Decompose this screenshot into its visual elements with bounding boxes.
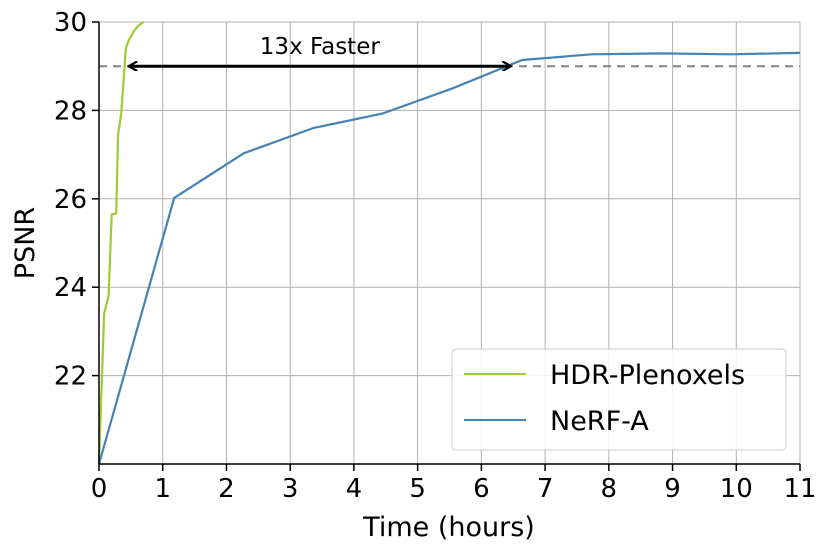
x-tick-label: 3 <box>282 474 299 504</box>
x-tick-label: 0 <box>91 474 108 504</box>
series-lines <box>97 21 801 465</box>
series-line-hdr-plenoxels <box>97 21 145 465</box>
speedup-label: 13x Faster <box>260 34 381 60</box>
x-tick-label: 10 <box>720 474 753 504</box>
y-tick-labels: 22 24 26 28 30 <box>54 8 87 392</box>
x-tick-label: 8 <box>601 474 618 504</box>
x-tick-label: 11 <box>783 474 816 504</box>
annotation: 13x Faster <box>130 34 510 66</box>
x-tick-label: 5 <box>409 474 426 504</box>
x-tick-label: 7 <box>537 474 554 504</box>
x-tick-label: 1 <box>154 474 171 504</box>
x-tick-label: 4 <box>346 474 363 504</box>
x-axis-title: Time (hours) <box>362 512 535 543</box>
y-tick-label: 28 <box>54 96 87 126</box>
series-line-nerf-a <box>97 51 801 465</box>
x-tick-labels: 0 1 2 3 4 5 6 7 8 9 10 11 <box>91 474 817 504</box>
x-tick-label: 9 <box>664 474 681 504</box>
legend: HDR-Plenoxels NeRF-A <box>451 348 787 451</box>
y-axis-title: PSNR <box>10 207 41 279</box>
y-tick-label: 26 <box>54 185 87 215</box>
x-tick-label: 6 <box>473 474 490 504</box>
legend-label-hdr-plenoxels: HDR-Plenoxels <box>550 360 745 391</box>
y-tick-label: 30 <box>54 8 87 38</box>
legend-label-nerf-a: NeRF-A <box>550 406 649 437</box>
y-tick-label: 22 <box>54 362 87 392</box>
x-tick-label: 2 <box>218 474 235 504</box>
legend-box <box>451 348 787 451</box>
axes <box>92 21 801 471</box>
y-tick-label: 24 <box>54 273 87 303</box>
